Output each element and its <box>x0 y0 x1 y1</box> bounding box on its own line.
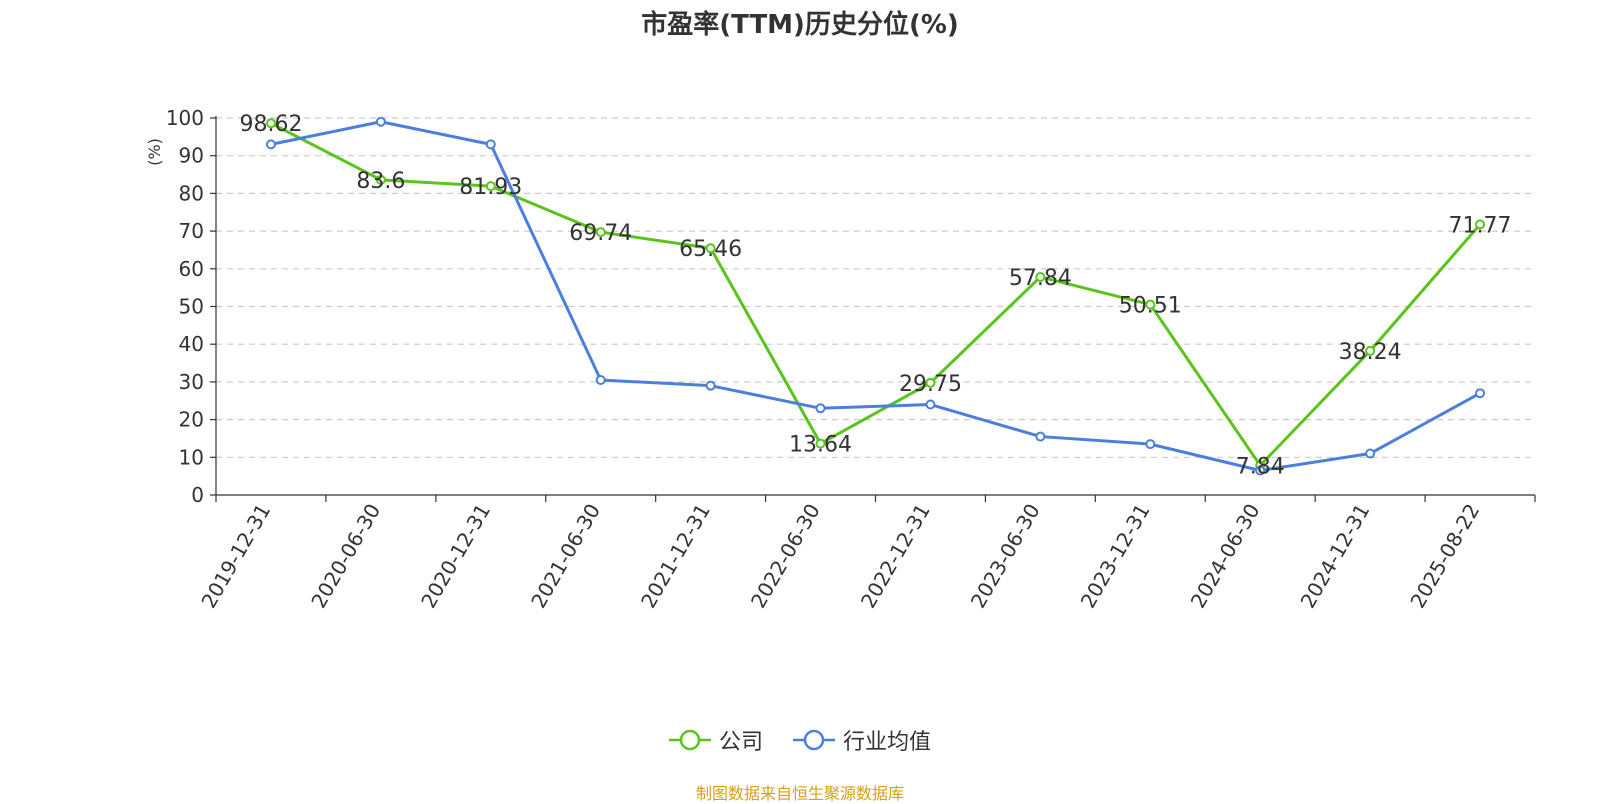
x-tick-label: 2022-06-30 <box>746 500 825 613</box>
legend-item[interactable]: 公司 <box>668 724 763 756</box>
data-point <box>265 118 276 129</box>
data-label: 50.51 <box>1119 294 1182 319</box>
data-point <box>1365 345 1376 356</box>
y-tick-label: 30 <box>179 370 204 394</box>
data-point <box>595 375 606 386</box>
data-point <box>815 438 826 449</box>
data-point <box>1035 271 1046 282</box>
y-tick-label: 40 <box>179 332 204 356</box>
data-label: 38.24 <box>1339 340 1402 365</box>
data-label: 81.93 <box>459 175 522 200</box>
source-note: 制图数据来自恒生聚源数据库 <box>695 784 904 803</box>
data-label: 57.84 <box>1009 266 1072 291</box>
data-label: 65.46 <box>679 237 742 262</box>
data-point <box>1475 388 1486 399</box>
x-tick-label: 2020-12-31 <box>416 499 495 612</box>
data-label: 7.84 <box>1236 454 1285 479</box>
legend-label: 公司 <box>718 730 763 755</box>
data-point <box>705 380 716 391</box>
legend-marker-icon <box>668 729 711 751</box>
x-tick-label: 2020-06-30 <box>306 500 385 613</box>
data-point <box>1145 439 1156 450</box>
x-tick-label: 2024-12-31 <box>1296 500 1375 613</box>
data-point <box>925 399 936 410</box>
data-label: 29.75 <box>899 372 962 397</box>
legend-marker-icon <box>793 729 835 751</box>
y-tick-label: 0 <box>191 483 204 507</box>
data-point <box>815 403 826 414</box>
data-point <box>375 174 386 185</box>
data-point <box>1145 299 1156 310</box>
x-tick-label: 2021-06-30 <box>526 500 605 613</box>
data-point <box>1475 219 1486 230</box>
data-point <box>375 116 386 127</box>
y-tick-label: 100 <box>166 106 204 130</box>
y-tick-label: 10 <box>179 445 204 469</box>
line-chart: 0 10 20 30 40 50 60 70 80 90 100 2019-12-31 2020-06-… <box>145 106 1536 613</box>
data-label: 83.6 <box>356 169 405 194</box>
x-tick-label: 2023-12-31 <box>1076 500 1155 613</box>
x-tick-label: 2023-06-30 <box>966 500 1045 613</box>
data-label: 71.77 <box>1449 213 1512 238</box>
data-point <box>265 139 276 150</box>
data-point <box>705 243 716 254</box>
series-lines <box>265 116 1486 476</box>
series-line <box>270 121 1482 467</box>
data-point <box>595 227 606 238</box>
y-axis-label: (%) <box>145 138 164 166</box>
chart-title: 市盈率(TTM)历史分位(%) <box>641 10 959 40</box>
data-point <box>1365 448 1376 459</box>
data-point <box>485 139 496 150</box>
legend-label: 行业均值 <box>843 730 932 755</box>
data-label: 69.74 <box>569 221 632 246</box>
x-tick-label: 2019-12-31 <box>196 500 275 613</box>
data-point <box>925 377 936 388</box>
y-tick-label: 50 <box>179 295 204 319</box>
y-tick-label: 60 <box>179 257 204 281</box>
y-tick-label: 70 <box>179 219 204 243</box>
x-tick-label: 2021-12-31 <box>636 500 715 613</box>
x-tick-label: 2022-12-31 <box>856 499 935 612</box>
x-tick-label: 2025-08-22 <box>1405 500 1484 613</box>
data-label: 13.64 <box>789 433 852 458</box>
y-tick-label: 20 <box>179 408 204 432</box>
data-label: 98.62 <box>239 112 302 137</box>
y-tick-label: 80 <box>179 181 204 205</box>
data-point <box>1255 465 1266 476</box>
legend: 公司 行业均值 <box>0 722 1600 758</box>
y-tick-label: 90 <box>179 144 204 168</box>
data-labels: 98.62 83.6 81.93 69.74 65.46 13.64 29.75 57.84 5… <box>239 112 1511 479</box>
x-tick-label: 2024-06-30 <box>1186 500 1265 613</box>
data-point <box>485 181 496 192</box>
legend-item[interactable]: 行业均值 <box>793 724 931 756</box>
series-line <box>270 120 1481 472</box>
data-point <box>1035 431 1046 442</box>
